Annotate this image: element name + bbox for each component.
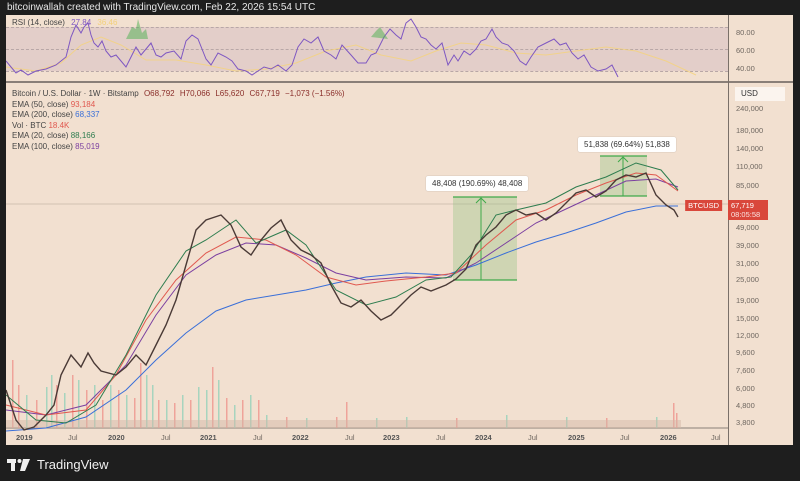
indicator-value: 88,166 (70, 131, 96, 140)
rsi-label: RSI (14, close) (12, 18, 65, 27)
time-tick: 2024 (475, 433, 492, 442)
symbol-badge: BTCUSD (685, 200, 722, 211)
rsi-pane[interactable]: RSI (14, close) 27.84 36.46 80.00 60.00 … (6, 15, 793, 83)
ohlc-change: −1,073 (−1.56%) (285, 89, 345, 98)
time-tick: 2023 (383, 433, 400, 442)
indicator-value: 68,337 (75, 110, 100, 119)
time-tick: Jul (253, 433, 263, 442)
indicator-label: EMA (100, close) (12, 141, 73, 151)
rsi-value: 27.84 (71, 18, 92, 27)
price-chart-plot[interactable] (6, 15, 728, 445)
time-tick: Jul (436, 433, 446, 442)
chart-frame[interactable]: RSI (14, close) 27.84 36.46 80.00 60.00 … (6, 15, 793, 445)
time-tick: 2019 (16, 433, 33, 442)
indicator-label: EMA (20, close) (12, 131, 69, 140)
price-tick: 9,600 (736, 348, 755, 357)
price-tick: 85,000 (736, 181, 759, 190)
price-tick: 240,000 (736, 104, 764, 113)
ohlc-close: C67,719 (249, 89, 280, 98)
last-price: 67,719 (731, 201, 754, 210)
tradingview-logo-icon (7, 458, 30, 471)
time-tick: Jul (161, 433, 171, 442)
indicator-label: EMA (200, close) (12, 110, 73, 119)
last-price-badge: 67,719 08:05:58 (728, 200, 768, 220)
indicator-ema200[interactable]: EMA (200, close) 68,337 (12, 110, 345, 121)
rsi-level-30 (6, 71, 728, 72)
time-tick: Jul (620, 433, 630, 442)
price-tick: 39,000 (736, 241, 759, 250)
time-tick: 2021 (200, 433, 217, 442)
indicator-ema50[interactable]: EMA (50, close) 93,184 (12, 100, 345, 111)
rsi-legend[interactable]: RSI (14, close) 27.84 36.46 (12, 18, 117, 27)
main-legend[interactable]: Bitcoin / U.S. Dollar · 1W · Bitstamp O6… (12, 89, 345, 152)
price-tick: 6,000 (736, 384, 755, 393)
measure-label-2: 51,838 (69.64%) 51,838 (578, 137, 676, 152)
brand-name: TradingView (37, 457, 109, 472)
price-tick: 140,000 (736, 144, 764, 153)
indicator-label: EMA (50, close) (12, 99, 69, 109)
rsi-ma-value: 36.46 (97, 18, 118, 27)
time-tick: 2020 (108, 433, 125, 442)
time-tick: Jul (528, 433, 538, 442)
time-tick: 2026 (660, 433, 677, 442)
attribution-bar: bitcoinwallah created with TradingView.c… (0, 0, 800, 15)
indicator-value: 93,184 (70, 99, 96, 109)
rsi-tick-60: 60.00 (736, 46, 755, 55)
price-tick: 31,000 (736, 259, 759, 268)
rsi-line-plot (6, 18, 697, 78)
price-tick: 7,600 (736, 366, 755, 375)
time-tick: Jul (68, 433, 78, 442)
measure-label-1: 48,408 (190.69%) 48,408 (426, 176, 529, 191)
tradingview-brand[interactable]: TradingView (7, 457, 109, 472)
time-tick: 2025 (568, 433, 585, 442)
time-tick: Jul (345, 433, 355, 442)
price-tick: 19,000 (736, 296, 759, 305)
indicator-value: 85,019 (75, 141, 100, 151)
price-axis-separator (728, 15, 729, 445)
time-tick: 2022 (292, 433, 309, 442)
indicator-label: Vol · BTC (12, 120, 47, 130)
bar-countdown: 08:05:58 (731, 210, 761, 219)
price-tick: 49,000 (736, 223, 759, 232)
rsi-tick-80: 80.00 (736, 28, 755, 37)
indicator-ema20[interactable]: EMA (20, close) 88,166 (12, 131, 345, 142)
price-tick: 110,000 (736, 162, 763, 171)
ohlc-high: H70,066 (179, 89, 211, 98)
currency-button[interactable]: USD (735, 87, 785, 101)
indicator-ema100[interactable]: EMA (100, close) 85,019 (12, 142, 345, 153)
attribution-text: bitcoinwallah created with TradingView.c… (7, 2, 316, 13)
indicator-volume[interactable]: Vol · BTC 18.4K (12, 121, 345, 132)
symbol-line: Bitcoin / U.S. Dollar · 1W · Bitstamp (12, 89, 139, 98)
symbol-row: Bitcoin / U.S. Dollar · 1W · Bitstamp O6… (12, 89, 345, 100)
indicator-value: 18.4K (48, 120, 70, 130)
rsi-level-70 (6, 27, 728, 28)
price-tick: 3,800 (736, 418, 755, 427)
price-tick: 180,000 (736, 126, 764, 135)
ohlc-low: L65,620 (215, 89, 245, 98)
price-tick: 25,000 (736, 275, 759, 284)
ohlc-open: O68,792 (143, 89, 175, 98)
price-tick: 15,000 (736, 314, 759, 323)
time-tick: Jul (711, 433, 721, 442)
rsi-tick-40: 40.00 (736, 64, 755, 73)
volume-bars (12, 360, 678, 428)
price-tick: 4,800 (736, 401, 755, 410)
price-tick: 12,000 (736, 331, 759, 340)
